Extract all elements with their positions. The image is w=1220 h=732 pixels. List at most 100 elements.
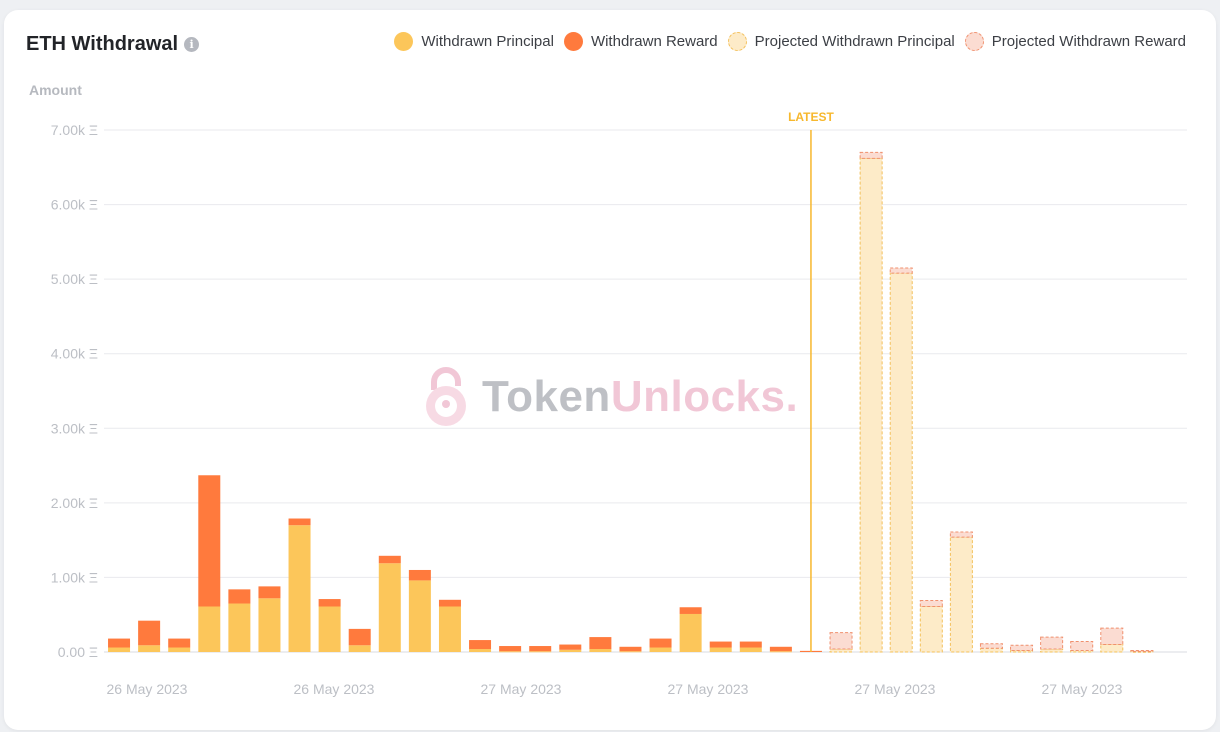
bar-segment-withdrawn-principal xyxy=(619,651,642,653)
bar-segment-projected-withdrawn-principal xyxy=(859,157,883,653)
bar-segment-projected-withdrawn-reward xyxy=(829,632,853,650)
bar-segment-withdrawn-principal xyxy=(649,647,672,652)
x-tick-label: 27 May 2023 xyxy=(668,681,749,697)
bar-segment-withdrawn-reward xyxy=(168,638,191,648)
bar-segment-withdrawn-reward xyxy=(258,586,281,599)
bar-segment-withdrawn-reward xyxy=(679,607,702,614)
bar-segment-withdrawn-reward xyxy=(649,638,672,648)
legend-label: Withdrawn Reward xyxy=(590,33,718,50)
legend-label: Projected Withdrawn Reward xyxy=(991,33,1186,50)
bar-segment-withdrawn-principal xyxy=(198,606,221,652)
bar-segment-withdrawn-principal xyxy=(378,563,401,652)
bar-segment-withdrawn-principal xyxy=(499,651,522,653)
legend-swatch-projected-reward xyxy=(964,32,984,51)
info-icon[interactable]: i xyxy=(184,37,200,52)
bar-segment-projected-withdrawn-reward xyxy=(889,267,913,274)
bar-segment-withdrawn-principal xyxy=(408,580,431,652)
y-tick-label: 3.00k Ξ xyxy=(51,420,98,436)
x-tick-label: 27 May 2023 xyxy=(1042,681,1123,697)
chart-title: ETH Withdrawal i xyxy=(26,33,200,56)
bar-segment-withdrawn-principal xyxy=(138,645,161,652)
bar-segment-withdrawn-principal xyxy=(679,613,702,652)
bar-segment-withdrawn-principal xyxy=(769,651,792,653)
bar-segment-withdrawn-principal xyxy=(228,603,251,652)
bar-segment-projected-withdrawn-reward xyxy=(859,151,883,159)
bar-segment-withdrawn-reward xyxy=(739,641,762,648)
bar-segment-withdrawn-reward xyxy=(559,644,582,650)
bar-segment-withdrawn-principal xyxy=(288,525,311,652)
y-axis-title: Amount xyxy=(29,82,82,98)
y-tick-label: 1.00k Ξ xyxy=(51,569,98,585)
bar-segment-withdrawn-principal xyxy=(559,649,582,652)
y-tick-label: 7.00k Ξ xyxy=(51,122,98,138)
bar-segment-projected-withdrawn-principal xyxy=(919,606,943,653)
latest-marker-label: LATEST xyxy=(788,110,834,124)
bar-segment-withdrawn-principal xyxy=(438,606,461,652)
bar-segment-withdrawn-reward xyxy=(378,555,401,564)
bar-segment-projected-withdrawn-reward xyxy=(1100,627,1124,646)
bar-segment-withdrawn-principal xyxy=(739,647,762,652)
legend-swatch-withdrawn-principal xyxy=(394,32,414,51)
legend-item-withdrawn-principal[interactable]: Withdrawn Principal xyxy=(394,32,554,51)
bar-segment-withdrawn-reward xyxy=(108,638,131,648)
bar-segment-withdrawn-reward xyxy=(469,640,492,650)
bar-segment-projected-withdrawn-principal xyxy=(1100,644,1124,653)
bar-segment-projected-withdrawn-reward xyxy=(979,643,1003,649)
legend-swatch-withdrawn-reward xyxy=(563,32,583,51)
x-tick-label: 27 May 2023 xyxy=(855,681,936,697)
bar-segment-withdrawn-reward xyxy=(499,646,522,652)
bar-segment-withdrawn-reward xyxy=(288,518,311,526)
bar-segment-projected-withdrawn-reward xyxy=(949,531,973,538)
y-tick-label: 0.00 Ξ xyxy=(58,644,98,660)
bar-segment-withdrawn-principal xyxy=(108,647,131,652)
y-tick-label: 5.00k Ξ xyxy=(51,271,98,287)
legend-swatch-projected-principal xyxy=(727,32,747,51)
watermark: TokenUnlocks. xyxy=(420,366,798,428)
x-tick-label: 26 May 2023 xyxy=(107,681,188,697)
bar-segment-withdrawn-reward xyxy=(438,599,461,607)
bar-segment-withdrawn-principal xyxy=(168,647,191,652)
bar-segment-projected-withdrawn-reward xyxy=(1130,650,1154,653)
bar-segment-withdrawn-reward xyxy=(408,569,431,581)
bar-segment-withdrawn-reward xyxy=(589,637,612,650)
y-tick-label: 4.00k Ξ xyxy=(51,346,98,362)
legend-label: Projected Withdrawn Principal xyxy=(754,33,955,50)
bar-segment-projected-withdrawn-principal xyxy=(889,272,913,653)
bar-segment-withdrawn-reward xyxy=(769,646,792,652)
bar-segment-projected-withdrawn-principal xyxy=(949,536,973,653)
bar-segment-withdrawn-reward xyxy=(318,599,341,607)
chart-title-text: ETH Withdrawal xyxy=(26,33,179,55)
bar-segment-projected-withdrawn-reward xyxy=(1040,636,1064,650)
y-tick-label: 6.00k Ξ xyxy=(51,197,98,213)
bar-segment-withdrawn-reward xyxy=(529,646,552,652)
bar-segment-withdrawn-principal xyxy=(318,606,341,652)
bar-segment-withdrawn-principal xyxy=(258,598,281,652)
bar-segment-withdrawn-reward xyxy=(138,620,161,646)
bar-segment-projected-withdrawn-principal xyxy=(979,647,1003,653)
bar-segment-withdrawn-principal xyxy=(589,649,612,652)
bar-segment-projected-withdrawn-reward xyxy=(1010,644,1034,652)
legend-item-projected-principal[interactable]: Projected Withdrawn Principal xyxy=(727,32,955,51)
bar-segment-withdrawn-reward xyxy=(709,641,732,648)
x-tick-label: 26 May 2023 xyxy=(294,681,375,697)
watermark-text-token: Token xyxy=(482,372,611,421)
legend-label: Withdrawn Principal xyxy=(421,33,554,50)
bar-segment-withdrawn-reward xyxy=(228,589,251,604)
bar-segment-withdrawn-principal xyxy=(348,645,371,652)
bar-segment-withdrawn-reward xyxy=(348,628,371,646)
bar-segment-withdrawn-principal xyxy=(529,651,552,653)
x-tick-label: 27 May 2023 xyxy=(481,681,562,697)
bar-segment-withdrawn-principal xyxy=(469,649,492,652)
lock-icon xyxy=(426,367,466,426)
y-tick-label: 2.00k Ξ xyxy=(51,495,98,511)
legend: Withdrawn Principal Withdrawn Reward Pro… xyxy=(394,32,1186,51)
bar-segment-withdrawn-reward xyxy=(198,475,221,607)
bar-segment-projected-withdrawn-reward xyxy=(1070,641,1094,652)
legend-item-withdrawn-reward[interactable]: Withdrawn Reward xyxy=(563,32,718,51)
bar-segment-withdrawn-reward xyxy=(619,646,642,652)
bar-segment-withdrawn-principal xyxy=(709,647,732,652)
bar-segment-projected-withdrawn-reward xyxy=(919,600,943,608)
watermark-text-unlocks: Unlocks. xyxy=(610,372,799,421)
legend-item-projected-reward[interactable]: Projected Withdrawn Reward xyxy=(964,32,1186,51)
